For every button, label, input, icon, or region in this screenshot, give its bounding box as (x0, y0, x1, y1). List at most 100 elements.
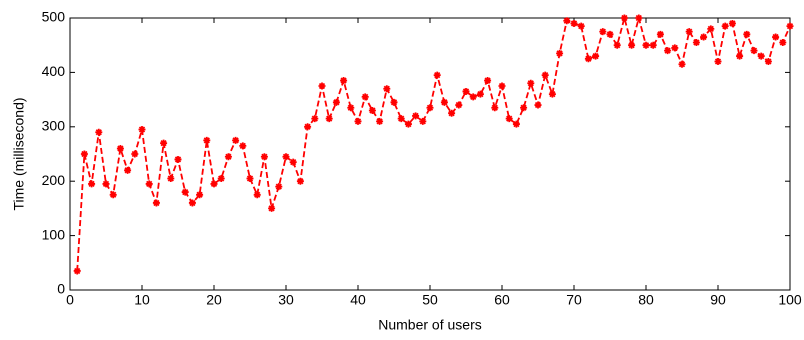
data-marker (692, 38, 700, 46)
data-marker (440, 98, 448, 106)
data-marker (131, 150, 139, 158)
x-tick-label: 10 (134, 292, 150, 308)
data-marker (613, 41, 621, 49)
data-marker (599, 28, 607, 36)
data-marker (109, 191, 117, 199)
plot-frame (69, 17, 791, 291)
data-marker (224, 153, 232, 161)
data-marker (779, 38, 787, 46)
data-marker (764, 58, 772, 66)
data-marker (275, 183, 283, 191)
data-marker (95, 128, 103, 136)
x-tick-label: 50 (422, 292, 438, 308)
data-marker (318, 82, 326, 90)
data-marker (469, 93, 477, 101)
data-marker (757, 52, 765, 60)
data-marker (606, 30, 614, 38)
data-marker (138, 126, 146, 134)
data-marker (116, 145, 124, 153)
data-marker (512, 120, 520, 128)
data-marker (700, 33, 708, 41)
data-marker (102, 180, 110, 188)
data-marker (289, 158, 297, 166)
data-marker (174, 155, 182, 163)
data-marker (260, 153, 268, 161)
data-marker (620, 14, 628, 22)
data-marker (253, 191, 261, 199)
data-marker (124, 166, 132, 174)
data-marker (678, 60, 686, 68)
y-tick-label: 400 (42, 63, 66, 79)
data-marker (376, 117, 384, 125)
data-marker (354, 117, 362, 125)
data-marker (145, 180, 153, 188)
data-marker (332, 98, 340, 106)
y-tick-label: 200 (42, 172, 66, 188)
data-marker (203, 136, 211, 144)
y-tick-label: 300 (42, 118, 66, 134)
data-marker (296, 177, 304, 185)
y-tick-label: 500 (42, 9, 66, 25)
data-marker (268, 204, 276, 212)
data-marker (426, 104, 434, 112)
data-marker (563, 17, 571, 25)
data-marker (707, 25, 715, 33)
data-marker (311, 115, 319, 123)
data-marker (217, 174, 225, 182)
data-marker (368, 106, 376, 114)
data-marker (282, 153, 290, 161)
y-tick-label: 100 (42, 226, 66, 242)
data-line (76, 14, 791, 272)
data-marker (412, 112, 420, 120)
data-marker (73, 267, 81, 275)
data-marker (239, 142, 247, 150)
x-tick-label: 70 (566, 292, 582, 308)
data-marker (404, 120, 412, 128)
x-tick-label: 100 (778, 292, 802, 308)
data-marker (160, 139, 168, 147)
data-marker (786, 22, 794, 30)
data-marker (656, 30, 664, 38)
data-marker (88, 180, 96, 188)
data-marker (685, 28, 693, 36)
data-marker (635, 14, 643, 22)
data-marker (728, 19, 736, 27)
data-marker (304, 123, 312, 131)
data-marker (476, 90, 484, 98)
data-marker (649, 41, 657, 49)
data-marker (433, 71, 441, 79)
data-marker (592, 52, 600, 60)
data-marker (80, 150, 88, 158)
data-marker (743, 30, 751, 38)
x-axis-label: Number of users (378, 317, 481, 333)
data-marker (520, 104, 528, 112)
data-marker (556, 49, 564, 57)
data-marker (383, 85, 391, 93)
x-tick-label: 30 (278, 292, 294, 308)
data-marker (628, 41, 636, 49)
data-marker (462, 87, 470, 95)
data-marker (584, 55, 592, 63)
data-marker (181, 188, 189, 196)
data-marker (397, 115, 405, 123)
data-marker (188, 199, 196, 207)
data-marker (527, 79, 535, 87)
data-marker (246, 174, 254, 182)
data-marker (721, 22, 729, 30)
data-marker (772, 33, 780, 41)
data-marker (534, 101, 542, 109)
data-marker (232, 136, 240, 144)
data-marker (340, 77, 348, 85)
x-tick-label: 20 (206, 292, 222, 308)
data-marker (390, 98, 398, 106)
data-marker (664, 47, 672, 55)
data-marker (570, 19, 578, 27)
data-marker (152, 199, 160, 207)
data-marker (484, 77, 492, 85)
data-marker (577, 22, 585, 30)
x-tick-label: 90 (710, 292, 726, 308)
data-marker (491, 104, 499, 112)
data-marker (361, 93, 369, 101)
data-marker (671, 44, 679, 52)
